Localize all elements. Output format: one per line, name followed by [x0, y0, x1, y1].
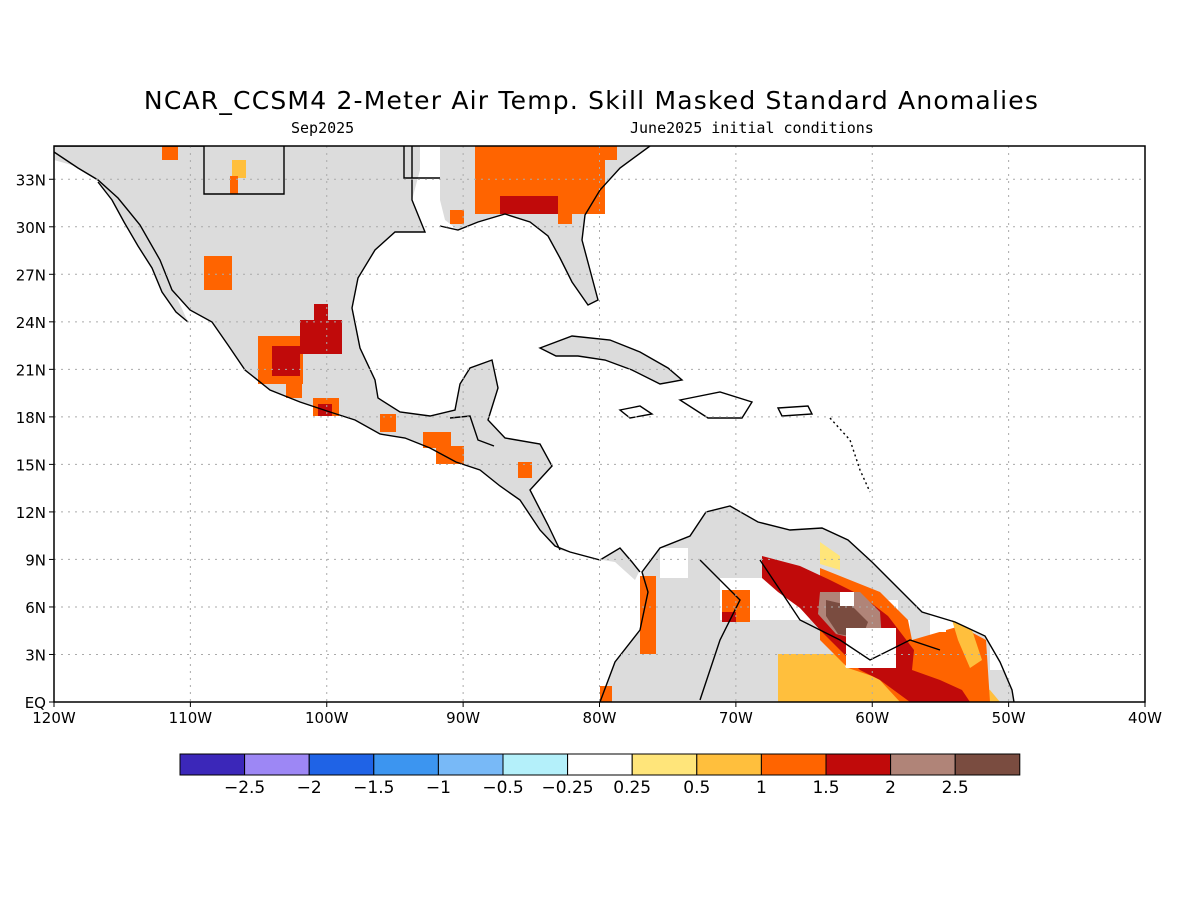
lat-tick-label: 21N: [16, 361, 46, 379]
colorbar-label: 0.5: [683, 778, 710, 798]
lat-tick-label: 18N: [16, 409, 46, 427]
land-hispaniola: [680, 392, 752, 418]
colorbar-label: 2.5: [942, 778, 969, 798]
lat-tick-label: 30N: [16, 219, 46, 237]
lon-tick-label: 40W: [1128, 709, 1162, 727]
colorbar-swatch: [308, 753, 375, 776]
colorbar-label: 1.5: [812, 778, 839, 798]
colorbar-swatch: [631, 753, 698, 776]
lat-tick-label: EQ: [25, 694, 46, 712]
land-baja: [98, 182, 188, 322]
colorbar-swatch: [179, 753, 246, 776]
colorbar-swatch: [502, 753, 569, 776]
colorbar-swatch: [567, 753, 633, 776]
lon-tick-label: 50W: [992, 709, 1026, 727]
map-area: [54, 146, 1145, 702]
colorbar-swatch: [760, 753, 827, 776]
colorbar-swatch: [437, 753, 504, 776]
lat-tick-label: 15N: [16, 456, 46, 474]
colorbar-label: 1: [756, 778, 767, 798]
latitude-axis: EQ 3N 6N 9N 12N 15N 18N 21N 24N 27N 30N 33N: [16, 171, 54, 712]
coastlines: [54, 146, 1015, 702]
initial-conditions: June2025 initial conditions: [630, 119, 874, 137]
colorbar-label: 0.25: [613, 778, 651, 798]
lat-tick-label: 9N: [25, 551, 46, 569]
forecast-month: Sep2025: [291, 119, 355, 137]
lon-tick-label: 120W: [32, 709, 76, 727]
lat-tick-label: 6N: [25, 599, 46, 617]
lon-tick-label: 70W: [719, 709, 753, 727]
colorbar-label: −2.5: [224, 778, 265, 798]
colorbar-label: −1.5: [353, 778, 394, 798]
colorbar-swatch: [890, 753, 956, 776]
lon-tick-label: 90W: [446, 709, 480, 727]
colorbar-swatch: [825, 753, 892, 776]
colorbar-label: −1: [426, 778, 451, 798]
colorbar-swatch: [954, 753, 1021, 776]
lat-tick-label: 24N: [16, 314, 46, 332]
lat-tick-label: 33N: [16, 171, 46, 189]
map-grid: [54, 146, 1145, 702]
lon-tick-label: 100W: [305, 709, 349, 727]
colorbar-label: −2: [297, 778, 322, 798]
lat-tick-label: 12N: [16, 504, 46, 522]
colorbar-label: −0.5: [482, 778, 523, 798]
colorbar-swatch: [373, 753, 439, 776]
lon-tick-label: 110W: [169, 709, 213, 727]
land-cuba: [540, 336, 682, 384]
chart-title: NCAR_CCSM4 2-Meter Air Temp. Skill Maske…: [143, 86, 1040, 115]
warm-anomalies: [162, 146, 1000, 702]
longitude-axis: 120W 110W 100W 90W 80W 70W 60W 50W 40W: [32, 702, 1162, 727]
colorbar-swatch: [244, 753, 310, 776]
colorbar: −2.5 −2 −1.5 −1 −0.5 −0.25 0.25 0.5 1 1.5 2 2.5: [179, 753, 1021, 798]
lat-tick-label: 27N: [16, 266, 46, 284]
lat-tick-label: 3N: [25, 646, 46, 664]
lon-tick-label: 60W: [855, 709, 889, 727]
lon-tick-label: 80W: [583, 709, 617, 727]
colorbar-label: 2: [885, 778, 896, 798]
land-mexico-usa: [54, 146, 640, 580]
colorbar-label: −0.25: [542, 778, 594, 798]
colorbar-swatch: [696, 753, 762, 776]
